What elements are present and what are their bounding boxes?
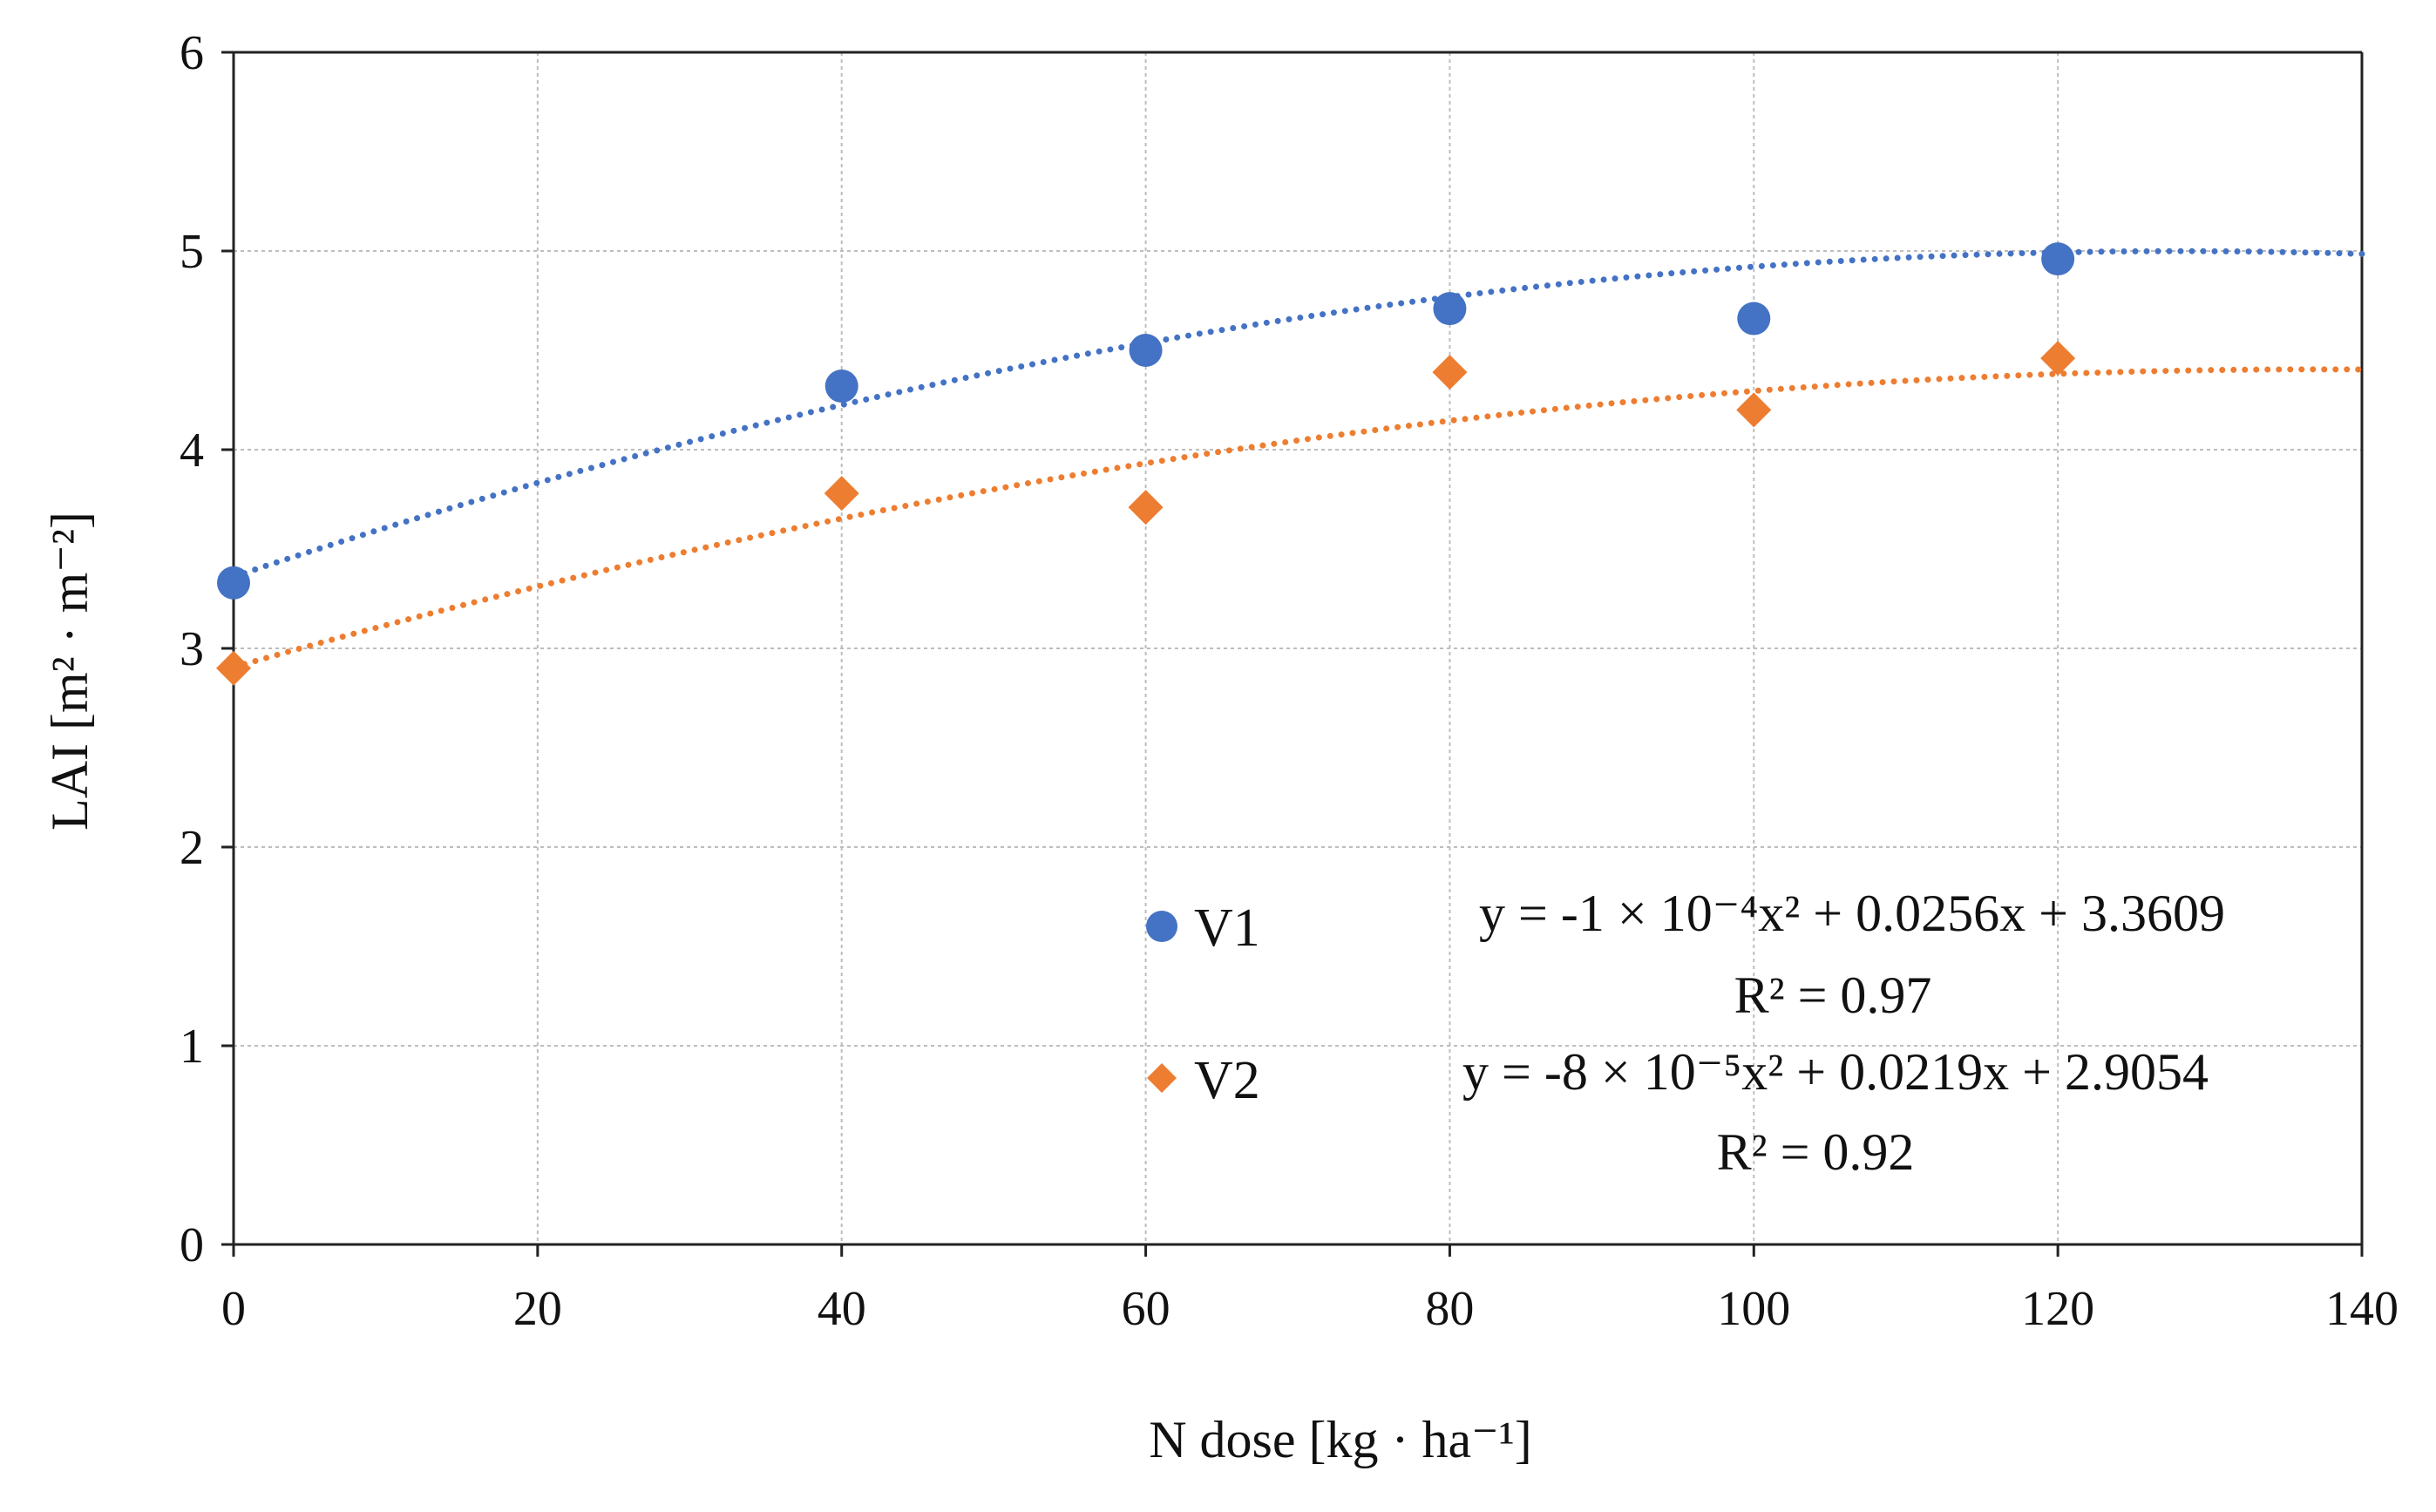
- data-point-v1: [2041, 242, 2075, 276]
- legend-marker-v2: [1147, 1063, 1177, 1093]
- x-tick-label: 100: [1717, 1282, 1790, 1336]
- tick-labels: 0 20 40 60 80 100 120 140 0 1 2 3 4 5 6: [180, 26, 2399, 1336]
- data-point-v1: [1129, 334, 1163, 367]
- legend-marker-v1: [1146, 911, 1177, 942]
- data-point-v1: [824, 370, 858, 403]
- y-tick-label: 4: [180, 424, 204, 478]
- y-axis-title: LAI [m² · m⁻²]: [41, 512, 98, 831]
- data-point-v2: [2040, 341, 2076, 376]
- x-tick-label: 140: [2325, 1282, 2399, 1336]
- y-tick-label: 2: [180, 821, 204, 875]
- y-tick-label: 5: [180, 225, 204, 279]
- y-tick-label: 0: [180, 1218, 204, 1272]
- data-point-v2: [1736, 392, 1772, 428]
- trendline-r2-v2: R² = 0.92: [1717, 1123, 1915, 1181]
- x-tick-label: 80: [1425, 1282, 1474, 1336]
- data-point-v1: [1433, 292, 1467, 326]
- data-point-v1: [217, 566, 250, 600]
- trendline-v2: [230, 366, 2365, 671]
- legend-label-v2: V2: [1194, 1051, 1260, 1110]
- data-point-v2: [1128, 490, 1164, 525]
- y-tick-label: 3: [180, 622, 204, 676]
- x-axis-title: N dose [kg · ha⁻¹]: [1149, 1411, 1532, 1468]
- legend: V1 V2 y = -1 × 10⁻⁴x² + 0.0256x + 3.3609…: [1146, 885, 2225, 1181]
- data-point-v2: [1432, 355, 1468, 390]
- trendline-equation-v2: y = -8 × 10⁻⁵x² + 0.0219x + 2.9054: [1462, 1043, 2209, 1101]
- data-point-v2: [216, 650, 251, 686]
- x-tick-label: 60: [1122, 1282, 1171, 1336]
- trendline-v1: [230, 247, 2365, 580]
- y-tick-label: 1: [180, 1020, 204, 1074]
- x-tick-label: 20: [513, 1282, 562, 1336]
- grid: [234, 52, 2362, 1244]
- data-point-v2: [824, 476, 859, 512]
- trendlines: [230, 247, 2365, 671]
- legend-label-v1: V1: [1194, 898, 1260, 958]
- data-points: [216, 242, 2076, 686]
- x-tick-label: 120: [2021, 1282, 2094, 1336]
- x-tick-label: 0: [221, 1282, 246, 1336]
- trendline-equation-v1: y = -1 × 10⁻⁴x² + 0.0256x + 3.3609: [1479, 885, 2225, 942]
- trendline-r2-v1: R² = 0.97: [1734, 966, 1932, 1024]
- data-point-v1: [1737, 302, 1771, 336]
- x-tick-label: 40: [818, 1282, 866, 1336]
- y-tick-label: 6: [180, 26, 204, 80]
